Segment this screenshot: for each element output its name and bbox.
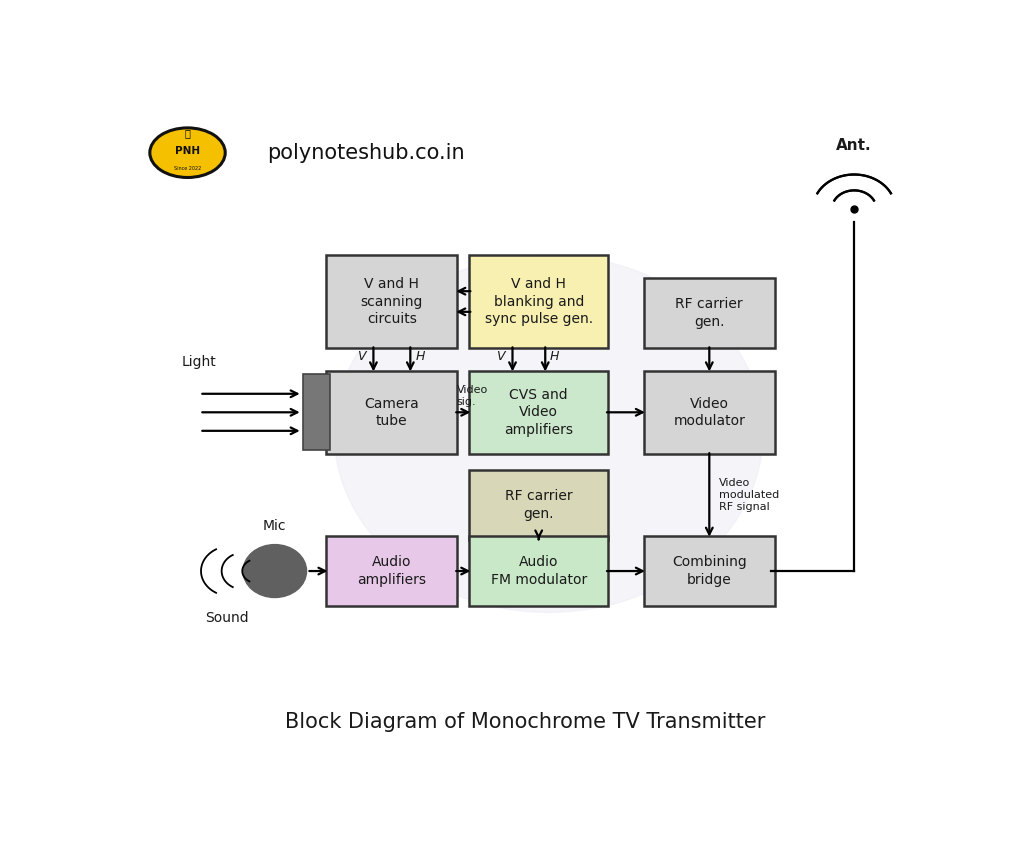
Text: Mic: Mic <box>263 519 287 533</box>
FancyBboxPatch shape <box>644 371 775 454</box>
Text: V: V <box>497 350 505 362</box>
Text: Audio
FM modulator: Audio FM modulator <box>490 556 587 587</box>
Text: RF carrier
gen.: RF carrier gen. <box>676 297 743 329</box>
Text: V and H
scanning
circuits: V and H scanning circuits <box>360 277 423 326</box>
FancyBboxPatch shape <box>327 371 458 454</box>
Text: V: V <box>357 350 366 362</box>
Text: Video
modulator: Video modulator <box>674 397 745 428</box>
Text: V and H
blanking and
sync pulse gen.: V and H blanking and sync pulse gen. <box>484 277 593 326</box>
FancyBboxPatch shape <box>469 255 608 348</box>
Text: Audio
amplifiers: Audio amplifiers <box>357 556 426 587</box>
Text: Since 2022: Since 2022 <box>174 166 201 171</box>
Ellipse shape <box>150 128 225 178</box>
Text: polynoteshub.co.in: polynoteshub.co.in <box>267 143 465 162</box>
FancyBboxPatch shape <box>303 375 331 450</box>
Circle shape <box>243 545 306 598</box>
Circle shape <box>334 255 763 612</box>
Text: Video
modulated
RF signal: Video modulated RF signal <box>719 478 779 512</box>
Text: Sound: Sound <box>206 611 249 624</box>
Text: PNH: PNH <box>175 146 200 156</box>
FancyBboxPatch shape <box>469 536 608 606</box>
FancyBboxPatch shape <box>469 371 608 454</box>
Text: Video
sig.: Video sig. <box>457 386 487 407</box>
Text: H: H <box>550 350 559 362</box>
FancyBboxPatch shape <box>644 278 775 348</box>
Text: Block Diagram of Monochrome TV Transmitter: Block Diagram of Monochrome TV Transmitt… <box>285 711 765 732</box>
FancyBboxPatch shape <box>644 536 775 606</box>
FancyBboxPatch shape <box>327 255 458 348</box>
Text: H: H <box>415 350 425 362</box>
FancyBboxPatch shape <box>469 470 608 539</box>
Text: 🎓: 🎓 <box>184 128 190 138</box>
Text: CVS and
Video
amplifiers: CVS and Video amplifiers <box>504 388 573 436</box>
Text: Ant.: Ant. <box>837 137 872 153</box>
FancyBboxPatch shape <box>327 536 458 606</box>
Text: Light: Light <box>182 356 217 369</box>
Text: RF carrier
gen.: RF carrier gen. <box>505 490 572 521</box>
Text: Combining
bridge: Combining bridge <box>672 556 746 587</box>
Text: Camera
tube: Camera tube <box>365 397 419 428</box>
